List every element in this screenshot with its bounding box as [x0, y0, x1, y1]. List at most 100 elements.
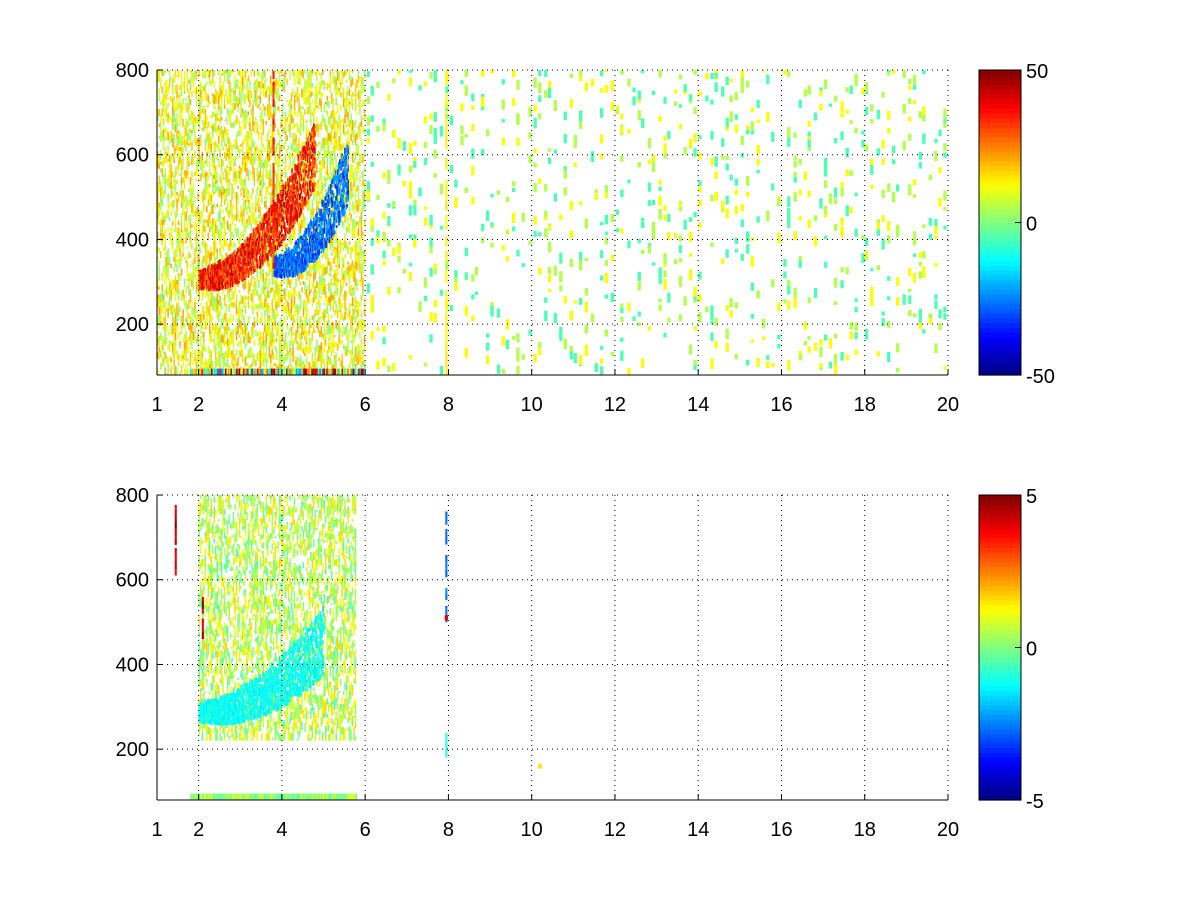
heatmap-cell: [323, 250, 325, 256]
heatmap-cell: [329, 332, 331, 341]
heatmap-cell: [240, 328, 242, 335]
heatmap-cell: [274, 169, 276, 176]
heatmap-cell: [164, 98, 166, 107]
heatmap-cell: [310, 338, 312, 345]
heatmap-cell: [316, 270, 318, 274]
heatmap-cell: [350, 304, 352, 306]
heatmap-cell: [319, 284, 321, 289]
heatmap-cell: [362, 100, 364, 107]
heatmap-cell: [268, 329, 270, 339]
heatmap-cell: [350, 70, 352, 71]
heatmap-cell: [323, 161, 325, 167]
heatmap-cell: [182, 318, 184, 327]
heatmap-cell: [167, 372, 169, 375]
heatmap-cell: [313, 109, 315, 116]
heatmap-cell: [354, 261, 357, 269]
heatmap-cell: [278, 282, 281, 289]
heatmap-cell: [210, 286, 212, 291]
heatmap-cell: [164, 81, 166, 89]
heatmap-cell: [189, 237, 192, 241]
heatmap-cell: [209, 160, 211, 169]
heatmap-cell: [341, 360, 343, 364]
heatmap-cell: [212, 93, 214, 96]
heatmap-cell: [255, 84, 257, 90]
heatmap-cell: [307, 313, 309, 318]
heatmap-cell: [331, 137, 333, 145]
heatmap-cell: [335, 79, 337, 87]
heatmap-cell: [247, 293, 250, 296]
heatmap-cell: [219, 188, 221, 195]
heatmap-cell: [326, 136, 328, 145]
heatmap-cell: [259, 88, 262, 97]
heatmap-cell: [281, 158, 284, 164]
heatmap-cell: [188, 273, 190, 279]
heatmap-cell: [357, 124, 360, 131]
heatmap-cell: [194, 122, 196, 129]
heatmap-cell: [168, 217, 171, 222]
heatmap-cell: [185, 97, 187, 101]
heatmap-cell: [246, 338, 248, 346]
heatmap-cell: [244, 336, 247, 341]
heatmap-cell: [281, 117, 284, 121]
heatmap-cell: [157, 142, 159, 148]
heatmap-cell: [286, 355, 288, 360]
heatmap-cell: [325, 189, 327, 192]
heatmap-cell: [235, 361, 238, 364]
heatmap-cell: [170, 340, 172, 347]
heatmap-cell: [201, 224, 204, 233]
heatmap-cell: [207, 140, 210, 149]
heatmap-cell: [353, 357, 355, 362]
heatmap-cell: [357, 349, 360, 357]
heatmap-cell: [293, 70, 296, 78]
heatmap-cell: [195, 86, 198, 95]
heatmap-cell: [259, 360, 262, 368]
heatmap-cell: [231, 144, 233, 154]
heatmap-cell: [333, 122, 336, 132]
heatmap-cell: [192, 359, 195, 366]
heatmap-cell: [183, 81, 186, 85]
heatmap-cell: [170, 177, 172, 182]
heatmap-cell: [182, 296, 184, 300]
heatmap-cell: [258, 298, 260, 301]
heatmap-cell: [219, 149, 221, 153]
heatmap-cell: [177, 70, 180, 71]
heatmap-cell: [213, 346, 215, 353]
heatmap-cell: [157, 368, 159, 375]
heatmap-cell: [317, 133, 320, 138]
heatmap-cell: [226, 290, 229, 298]
heatmap-cell: [261, 312, 263, 321]
heatmap-cell: [226, 136, 229, 140]
heatmap-cell: [244, 343, 247, 349]
heatmap-cell: [164, 265, 166, 268]
heatmap-cell: [240, 76, 242, 86]
heatmap-cell: [210, 282, 212, 289]
heatmap-cell: [345, 333, 348, 340]
heatmap-cell: [332, 299, 334, 306]
heatmap-cell: [342, 221, 345, 229]
heatmap-cell: [173, 330, 175, 339]
heatmap-cell: [170, 175, 172, 178]
heatmap-cell: [363, 201, 366, 209]
heatmap-cell: [308, 80, 311, 89]
heatmap-cell: [161, 70, 163, 77]
heatmap-cell: [338, 114, 340, 121]
heatmap-cell: [256, 352, 259, 361]
heatmap-cell: [179, 346, 181, 349]
heatmap-cell: [192, 182, 195, 191]
heatmap-cell: [289, 99, 291, 108]
heatmap-cell: [328, 132, 330, 141]
heatmap-cell: [311, 352, 314, 359]
heatmap-cell: [265, 205, 267, 210]
heatmap-cell: [229, 297, 232, 300]
heatmap-cell: [192, 201, 195, 203]
heatmap-cell: [186, 175, 189, 181]
heatmap-cell: [222, 146, 224, 151]
heatmap-cell: [302, 141, 305, 148]
heatmap-cell: [301, 142, 303, 151]
heatmap-cell: [264, 182, 266, 186]
heatmap-cell: [305, 302, 308, 311]
heatmap-cell: [326, 328, 328, 335]
heatmap-cell: [220, 281, 222, 287]
heatmap-cell: [237, 276, 239, 282]
heatmap-cell: [198, 348, 201, 351]
